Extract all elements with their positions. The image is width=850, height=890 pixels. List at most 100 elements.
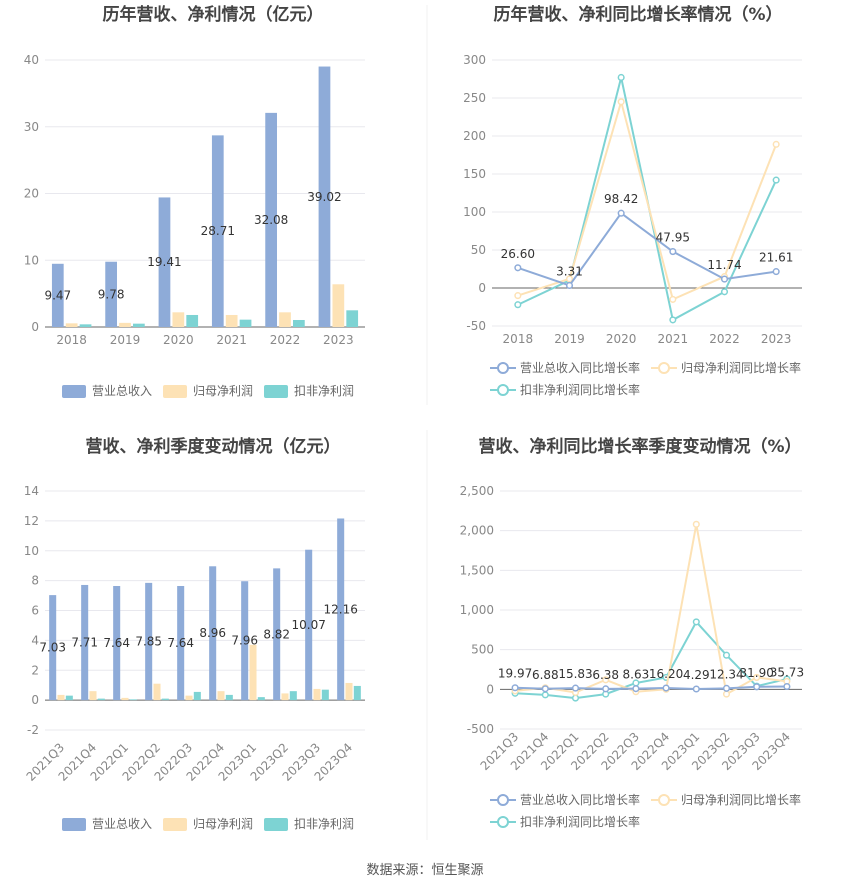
y-tick-label: 0 [486,682,494,696]
bar [281,693,289,701]
y-tick-label: 4 [31,633,39,647]
chart-title: 历年营收、净利情况（亿元） [103,4,324,25]
quarterly-growth-rate-line-chart: 营收、净利同比增长率季度变动情况（%） -500 0 500 1,000 1,500 2,0… [460,436,804,829]
data-point [772,140,780,148]
y-tick-label: 8 [31,574,39,588]
data-point [722,651,731,659]
data-point [602,685,610,693]
x-tick-label: 2018 [503,332,534,346]
bar [217,691,225,701]
legend-label: 扣非净利润 [294,817,354,831]
bar-value-label: 10.07 [292,618,326,632]
line-value-label: 21.61 [759,251,793,265]
bar-value-label: 7.03 [39,641,66,655]
x-tick-label: 2019 [554,332,585,346]
line-value-label: 31.90 [740,666,774,680]
data-point [753,673,761,681]
bar-value-label: 28.71 [201,224,235,238]
bar [353,685,361,701]
line-value-label: 35.73 [770,665,804,679]
y-tick-label: 1,000 [460,603,494,617]
bar [177,586,185,701]
bar [97,698,105,701]
y-tick-label: -50 [466,319,486,333]
legend-label: 归母净利润 [193,384,253,398]
bar-value-label: 7.64 [103,636,130,650]
legend-label: 扣非净利润同比增长率 [520,382,640,397]
data-point [669,248,677,256]
bar-value-label: 7.85 [135,634,162,648]
y-tick-label: -500 [467,722,494,736]
y-tick-label: 40 [24,53,39,67]
bar-value-label: 7.71 [71,636,98,650]
legend-swatch [163,385,187,398]
x-tick-label: 2021 [658,332,689,346]
legend-label: 扣非净利润同比增长率 [520,814,640,829]
bar [57,694,65,701]
data-point [541,691,549,699]
data-point [722,690,731,698]
bar [193,691,201,701]
data-source: 数据来源：恒生聚源 [366,863,483,878]
data-point [511,684,519,692]
legend-swatch [163,818,187,831]
legend-marker [497,816,509,828]
series-line [517,211,777,287]
line-value-label: 19.97 [498,667,532,681]
x-tick-label: 2023 [323,333,354,347]
bar [105,261,117,327]
bar [293,319,305,327]
bar-value-label: 9.78 [98,287,125,301]
y-tick-label: 250 [463,91,486,105]
line-value-label: 12.34 [709,667,743,681]
legend-label: 营业总收入 [92,384,152,398]
data-point [617,98,625,106]
bar [337,518,345,701]
bar [345,682,353,701]
legend-label: 扣非净利润 [294,384,354,398]
data-point [753,683,761,691]
y-tick-label: 150 [463,167,486,181]
y-tick-label: -2 [27,723,39,737]
bar [318,66,331,327]
bar [133,323,145,327]
bar [289,691,297,701]
annual-growth-rate-line-chart: 历年营收、净利同比增长率情况（%） -50 0 50 100 150 200 250 300 20… [463,4,802,397]
line-value-label: 8.63 [623,668,650,682]
bar [305,549,313,701]
chart-title: 历年营收、净利同比增长率情况（%） [493,4,782,25]
legend-marker [658,362,670,374]
y-tick-label: 14 [24,484,39,498]
x-tick-label: 2022 [270,333,301,347]
legend-label: 归母净利润 [193,817,253,831]
legend-label: 归母净利润同比增长率 [681,360,801,375]
data-point [722,684,731,692]
x-tick-label: 2020 [606,332,637,346]
data-point [772,176,780,184]
line-value-label: 47.95 [656,231,690,245]
y-tick-label: 2,500 [460,484,494,498]
y-tick-label: 1,500 [460,563,494,577]
data-point [669,295,677,303]
legend-swatch [264,385,288,398]
legend-label: 营业总收入同比增长率 [520,792,640,807]
y-tick-label: 12 [24,514,39,528]
y-tick-label: 0 [31,320,39,334]
bar [79,324,92,327]
bar-value-label: 7.96 [231,634,258,648]
data-point [565,275,574,283]
bar-value-label: 39.02 [307,190,341,204]
legend-marker [497,362,509,374]
bar-value-label: 32.08 [254,213,288,227]
legend-marker [497,384,509,396]
bar [186,314,199,327]
data-point [514,301,522,309]
legend-label: 营业总收入同比增长率 [520,360,640,375]
bar [346,310,359,327]
bar [81,584,89,701]
bar [257,697,265,701]
legend-marker [658,794,670,806]
data-point [632,685,640,693]
bar [119,322,131,327]
